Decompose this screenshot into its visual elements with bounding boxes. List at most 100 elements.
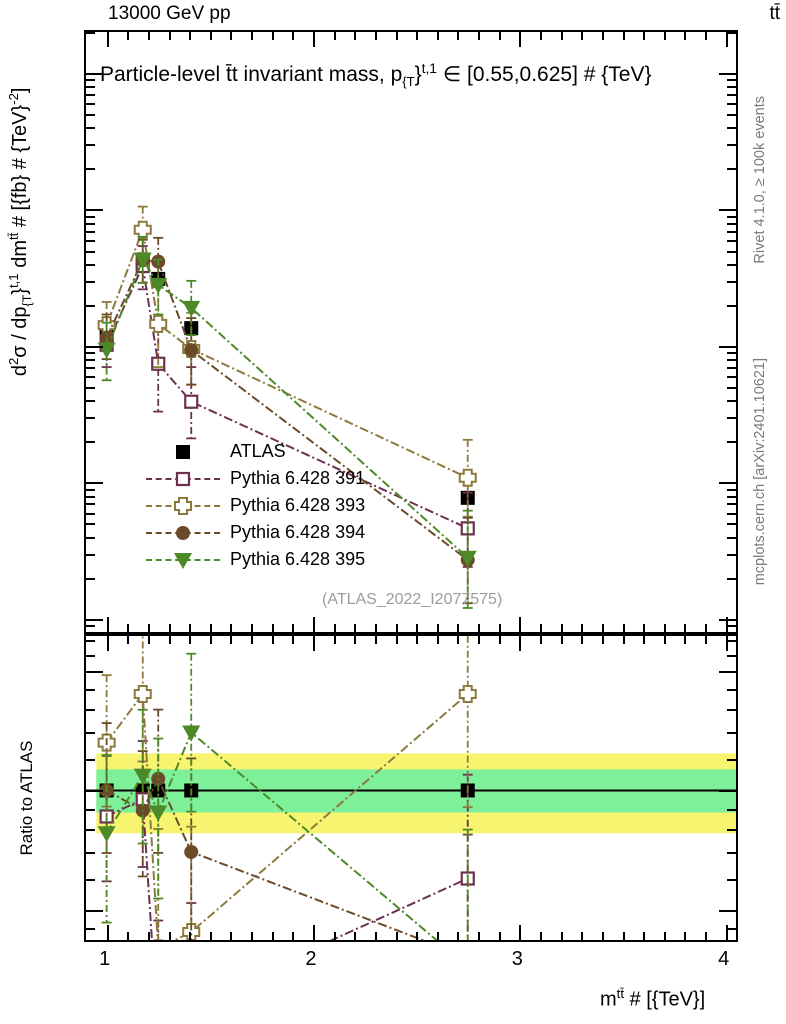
y-minor-tick xyxy=(727,400,736,403)
legend-entry-2[interactable]: Pythia 6.428 393 xyxy=(146,492,365,519)
datapoint-2-4 xyxy=(458,684,477,703)
x-tick xyxy=(705,636,708,644)
x-tick xyxy=(684,636,687,644)
x-tick xyxy=(478,636,481,644)
y-minor-tick xyxy=(86,168,95,171)
x-tick xyxy=(539,932,542,940)
x-tick xyxy=(374,636,377,644)
y-minor-tick xyxy=(86,400,95,403)
x-tick xyxy=(395,636,398,644)
x-tick xyxy=(374,32,377,40)
ratio-y-tick xyxy=(719,670,736,673)
x-tick xyxy=(457,932,460,940)
x-axis-title: mtt̄ # [{TeV}] xyxy=(600,986,706,1011)
ratio-plot-area xyxy=(86,636,736,940)
series-line-1 xyxy=(105,262,469,530)
x-tick xyxy=(354,32,357,40)
y-minor-tick xyxy=(86,280,95,283)
y-minor-tick xyxy=(86,144,95,147)
x-tick xyxy=(168,32,171,40)
legend-marker-shape-3 xyxy=(176,525,190,540)
x-tick xyxy=(271,636,274,644)
x-tick xyxy=(560,932,563,940)
y-minor-tick xyxy=(86,304,95,307)
ratio-y-tick xyxy=(86,709,95,712)
y-minor-tick xyxy=(727,386,736,389)
ratio-series-overlay xyxy=(86,636,736,940)
ratio-y-tick xyxy=(86,689,95,692)
datapoint-3-3 xyxy=(184,343,199,358)
datapoint-2-4 xyxy=(458,468,477,487)
x-tick xyxy=(643,932,646,940)
x-tick xyxy=(436,32,439,40)
x-tick xyxy=(395,932,398,940)
datapoint-4-1 xyxy=(133,252,152,269)
y-minor-tick xyxy=(86,94,95,97)
legend-entry-4[interactable]: Pythia 6.428 395 xyxy=(146,546,365,573)
x-tick xyxy=(312,636,315,651)
x-tick xyxy=(251,624,254,632)
y-minor-tick xyxy=(727,352,736,355)
y-minor-tick xyxy=(727,263,736,266)
legend: ATLAS Pythia 6.428 391 Pythia 6.428 393 Pyt… xyxy=(146,438,365,573)
x-tick xyxy=(312,925,315,940)
legend-entry-1[interactable]: Pythia 6.428 391 xyxy=(146,465,365,492)
x-tick xyxy=(271,932,274,940)
x-tick xyxy=(436,624,439,632)
y-minor-tick xyxy=(727,625,736,628)
y-minor-tick xyxy=(727,86,736,89)
y-minor-tick xyxy=(727,359,736,362)
ratio-y-axis-title-text: Ratio to ATLAS xyxy=(17,740,36,856)
x-tick xyxy=(189,624,192,632)
x-tick xyxy=(333,636,336,644)
y-minor-tick xyxy=(727,495,736,498)
datapoint-4-0 xyxy=(97,826,116,843)
y-major-tick xyxy=(719,345,736,348)
x-tick xyxy=(168,624,171,632)
ratio-y-tick xyxy=(86,928,95,931)
legend-entry-3[interactable]: Pythia 6.428 394 xyxy=(146,519,365,546)
x-tick xyxy=(189,932,192,940)
x-tick-label-3: 3 xyxy=(511,948,523,970)
ratio-y-tick xyxy=(727,654,736,657)
x-tick xyxy=(498,624,501,632)
y-minor-tick xyxy=(86,103,95,106)
x-tick xyxy=(230,32,233,40)
x-tick xyxy=(601,636,604,644)
y-major-tick xyxy=(719,209,736,212)
x-tick xyxy=(725,925,728,940)
x-tick xyxy=(643,624,646,632)
y-minor-tick xyxy=(727,503,736,506)
ratio-y-tick xyxy=(86,828,95,831)
x-tick xyxy=(354,636,357,644)
x-tick xyxy=(312,617,315,632)
mcplots-reference-caption: mcplots.cern.ch [arXiv:2401.10621] xyxy=(752,358,768,586)
x-tick xyxy=(292,932,295,940)
datapoint-4-3 xyxy=(182,300,201,317)
y-minor-tick xyxy=(727,488,736,491)
x-tick xyxy=(519,925,522,940)
y-minor-tick xyxy=(86,215,95,218)
x-tick xyxy=(601,624,604,632)
ratio-y-tick xyxy=(86,790,103,793)
ratio-y-tick xyxy=(727,878,736,881)
y-minor-tick xyxy=(727,577,736,580)
ratio-y-axis-title: Ratio to ATLAS xyxy=(14,700,40,900)
y-minor-tick xyxy=(86,625,95,628)
y-minor-tick xyxy=(86,503,95,506)
ratio-y-tick xyxy=(719,790,736,793)
x-tick xyxy=(643,636,646,644)
legend-entry-0[interactable]: ATLAS xyxy=(146,438,365,465)
x-tick xyxy=(251,32,254,40)
main-plot-area xyxy=(86,32,736,632)
x-tick xyxy=(436,636,439,644)
x-tick xyxy=(478,932,481,940)
x-tick xyxy=(519,32,522,47)
ratio-y-tick xyxy=(86,654,95,657)
y-minor-tick xyxy=(86,553,95,556)
x-tick xyxy=(416,32,419,40)
ratio-y-tick xyxy=(86,909,103,912)
x-tick xyxy=(684,624,687,632)
ratio-y-tick xyxy=(727,928,736,931)
x-tick xyxy=(354,932,357,940)
